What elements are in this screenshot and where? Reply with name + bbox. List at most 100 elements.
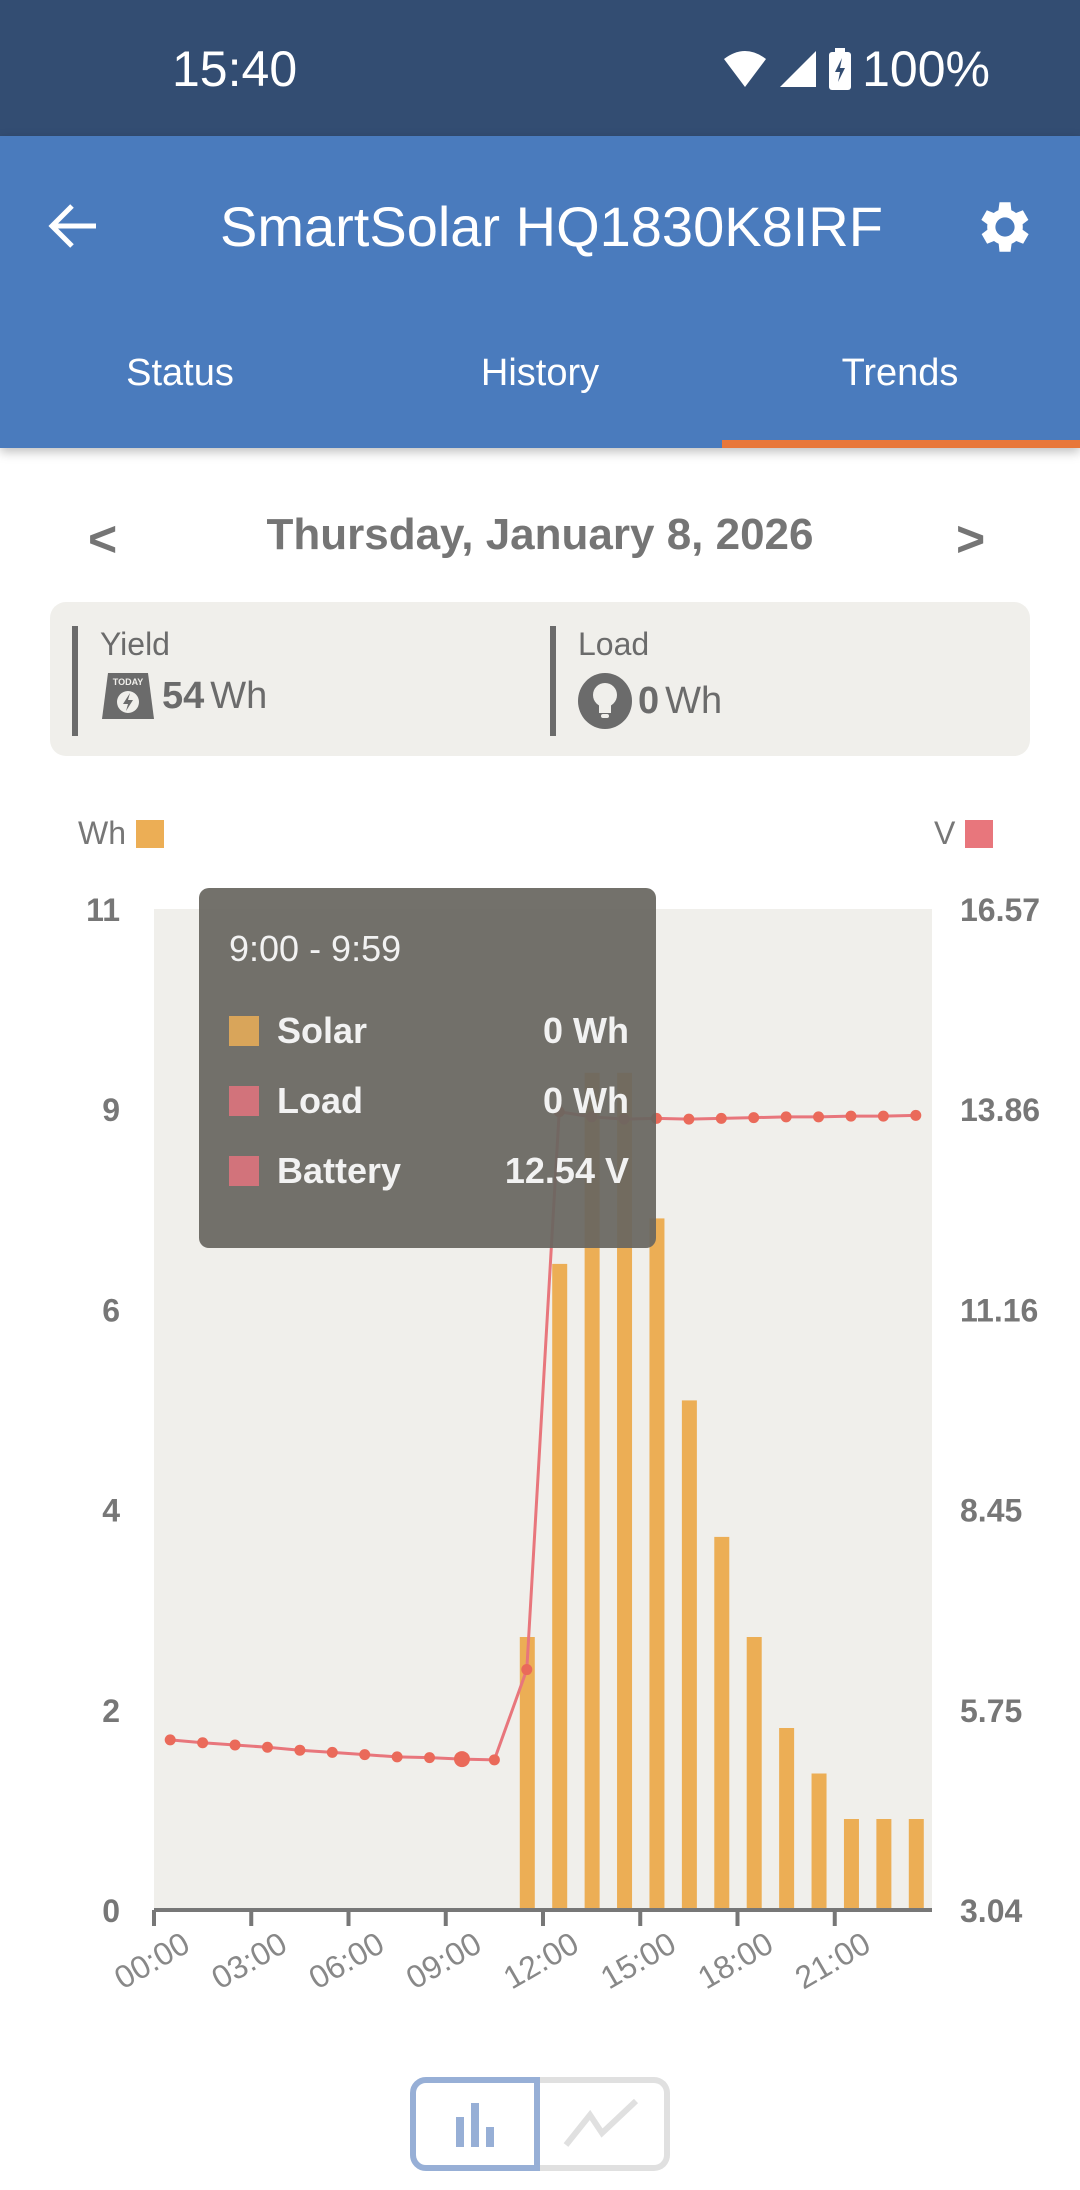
bar-chart-button[interactable] [410,2077,540,2171]
load-summary: Load 0 Wh [550,626,722,736]
left-axis-unit: Wh [78,815,126,851]
battery-point [424,1752,436,1764]
x-axis-tick-label: 09:00 [400,1925,487,1996]
x-axis-tick-label: 21:00 [789,1925,876,1996]
status-bar: 15:40 100% [0,0,1080,136]
battery-point [910,1109,922,1121]
date-navigator: < Thursday, January 8, 2026 > [0,510,1080,580]
tooltip-row-battery: Battery 12.54 V [229,1150,629,1192]
gear-icon[interactable] [972,194,1038,260]
line-chart-icon [563,2099,639,2147]
tooltip-row-load: Load 0 Wh [229,1080,629,1122]
battery-point [488,1754,500,1766]
tooltip-label: Battery [277,1150,402,1191]
battery-point [845,1110,857,1122]
tab-trends[interactable]: Trends [841,352,959,394]
solar-bar [746,1637,762,1910]
x-axis-tick-label: 06:00 [303,1925,390,1996]
solar-swatch [229,1016,259,1046]
solar-bar [843,1819,859,1910]
solar-bar [649,1218,665,1910]
left-axis-legend: Wh [78,815,164,852]
wifi-icon [724,51,767,87]
tooltip-value: 12.54 V [504,1150,629,1191]
device-title: SmartSolar HQ1830K8IRF [220,195,883,258]
battery-point [780,1111,792,1123]
daily-summary-card: Yield TODAY 54 Wh Load 0 Wh [50,602,1030,756]
load-unit: Wh [665,679,723,722]
tooltip-row-solar: Solar 0 Wh [229,1010,629,1052]
battery-swatch [965,819,994,848]
line-chart-button[interactable] [540,2077,670,2171]
next-day-button[interactable]: > [956,511,986,567]
left-axis-tick-label: 4 [102,1493,120,1529]
tab-status[interactable]: Status [126,352,234,394]
load-value: 0 [638,679,660,722]
x-axis-tick-label: 03:00 [205,1925,292,1996]
solar-bar [876,1819,892,1910]
svg-text:TODAY: TODAY [113,677,144,687]
right-axis-unit: V [934,815,956,851]
right-axis-tick-label: 11.16 [960,1292,1038,1328]
solar-bar [779,1728,795,1910]
solar-bar [552,1263,568,1910]
yield-unit: Wh [210,674,268,717]
battery-point [294,1744,306,1756]
battery-swatch [229,1156,259,1186]
left-axis-tick-label: 11 [86,892,120,928]
solar-bar [908,1819,924,1910]
right-axis-tick-label: 3.04 [960,1893,1022,1929]
x-axis-tick-label: 12:00 [497,1925,584,1996]
battery-point [359,1749,371,1761]
solar-bar [811,1773,827,1910]
tooltip-label: Solar [277,1010,368,1051]
solar-swatch [136,819,164,848]
right-axis-tick-label: 13.86 [960,1092,1040,1128]
right-axis-legend: V [934,815,994,852]
left-axis-tick-label: 9 [102,1092,120,1128]
tooltip-title: 9:00 - 9:59 [229,928,402,969]
battery-point [683,1113,695,1125]
lightbulb-icon [578,673,632,729]
x-axis-tick-label: 18:00 [692,1925,779,1996]
today-solar-icon: TODAY [102,673,154,719]
solar-bar [584,1072,600,1910]
tooltip-label: Load [277,1080,363,1121]
yield-label: Yield [100,626,170,662]
x-axis-tick-label: 15:00 [594,1925,681,1996]
tab-history[interactable]: History [480,352,600,394]
active-tab-indicator [722,440,1080,448]
battery-point [261,1741,273,1753]
date-label: Thursday, January 8, 2026 [266,510,814,559]
right-axis-tick-label: 8.45 [960,1493,1022,1529]
battery-point [521,1664,533,1676]
load-label: Load [578,626,650,662]
battery-point [229,1739,241,1751]
battery-percent: 100% [862,41,990,97]
solar-bar [681,1400,697,1910]
yield-summary: Yield TODAY 54 Wh [72,626,267,736]
chart-tooltip: 9:00 - 9:59 Solar 0 Wh Load 0 Wh Battery 12… [199,888,656,1248]
arrow-left-icon[interactable] [44,196,104,256]
tooltip-value: 0 Wh [543,1080,629,1121]
prev-day-button[interactable]: < [88,511,118,567]
chart-type-toggle [410,2077,670,2171]
battery-charging-icon [829,48,852,90]
battery-point [877,1110,889,1122]
battery-point [391,1751,403,1763]
tooltip-value: 0 Wh [543,1010,629,1051]
battery-point [748,1112,760,1124]
load-swatch [229,1086,259,1116]
battery-point [715,1112,727,1124]
battery-point [164,1734,176,1746]
right-axis-tick-label: 5.75 [960,1693,1022,1729]
solar-bar [519,1637,535,1910]
left-axis-tick-label: 0 [102,1893,120,1929]
battery-point [197,1737,209,1749]
bar-chart-icon [456,2103,494,2147]
solar-bar [617,1072,633,1910]
battery-point [813,1111,825,1123]
app-bar: SmartSolar HQ1830K8IRF Status History Tr… [0,136,1080,448]
right-axis-tick-label: 16.57 [960,892,1040,928]
signal-icon [780,51,817,87]
